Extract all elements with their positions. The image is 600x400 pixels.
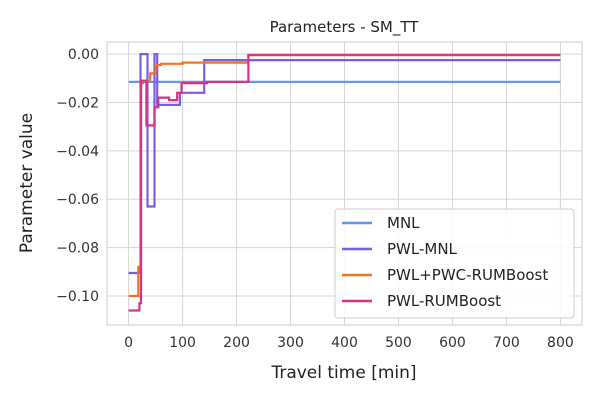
series-layer bbox=[128, 53, 561, 312]
x-tick-label: 0 bbox=[124, 335, 133, 351]
x-tick-label: 300 bbox=[277, 335, 304, 351]
y-axis-label: Parameter value bbox=[17, 113, 37, 253]
x-tick-label: 400 bbox=[331, 335, 358, 351]
legend-label-mnl: MNL bbox=[387, 214, 420, 232]
legend-label-pwl-rumboost: PWL-RUMBoost bbox=[387, 292, 501, 310]
legend-label-pwl-mnl: PWL-MNL bbox=[387, 240, 458, 258]
x-tick-label: 500 bbox=[385, 335, 412, 351]
x-tick-label: 800 bbox=[547, 335, 574, 351]
tick-labels: 0 100 200 300 400 500 600 700 800 0.00 −0.02 −0.04 −… bbox=[56, 47, 574, 351]
chart-title: Parameters - SM_TT bbox=[270, 18, 420, 37]
legend: MNL PWL-MNL PWL+PWC-RUMBoost PWL-RUMBoost bbox=[334, 208, 575, 319]
y-tick-label: 0.00 bbox=[68, 47, 99, 63]
y-tick-label: −0.08 bbox=[56, 241, 99, 257]
plot-frame bbox=[106, 41, 583, 326]
y-tick-label: −0.10 bbox=[56, 289, 99, 305]
x-tick-label: 600 bbox=[439, 335, 466, 351]
x-axis-label: Travel time [min] bbox=[270, 363, 416, 383]
legend-label-pwl-pwc-rumboost: PWL+PWC-RUMBoost bbox=[387, 266, 548, 284]
y-tick-label: −0.02 bbox=[56, 95, 99, 111]
x-tick-label: 100 bbox=[169, 335, 196, 351]
series-line-pwl-pwc-rumboost bbox=[128, 54, 561, 298]
x-tick-label: 200 bbox=[223, 335, 250, 351]
legend-box bbox=[334, 208, 575, 319]
y-tick-label: −0.06 bbox=[56, 192, 99, 208]
x-tick-label: 700 bbox=[493, 335, 520, 351]
series-line-pwl-rumboost bbox=[128, 53, 561, 312]
y-tick-label: −0.04 bbox=[56, 144, 99, 160]
